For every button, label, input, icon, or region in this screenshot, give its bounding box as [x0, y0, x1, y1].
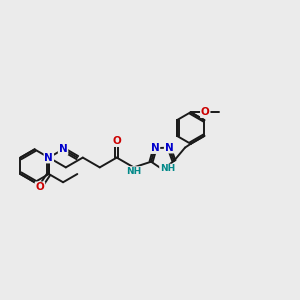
- Text: N: N: [165, 142, 173, 153]
- Text: N: N: [151, 143, 159, 153]
- Text: O: O: [112, 136, 121, 146]
- Text: NH: NH: [160, 164, 175, 173]
- Text: N: N: [44, 153, 53, 163]
- Text: N: N: [59, 144, 68, 154]
- Text: O: O: [36, 182, 44, 192]
- Text: NH: NH: [126, 167, 141, 176]
- Text: O: O: [201, 107, 210, 117]
